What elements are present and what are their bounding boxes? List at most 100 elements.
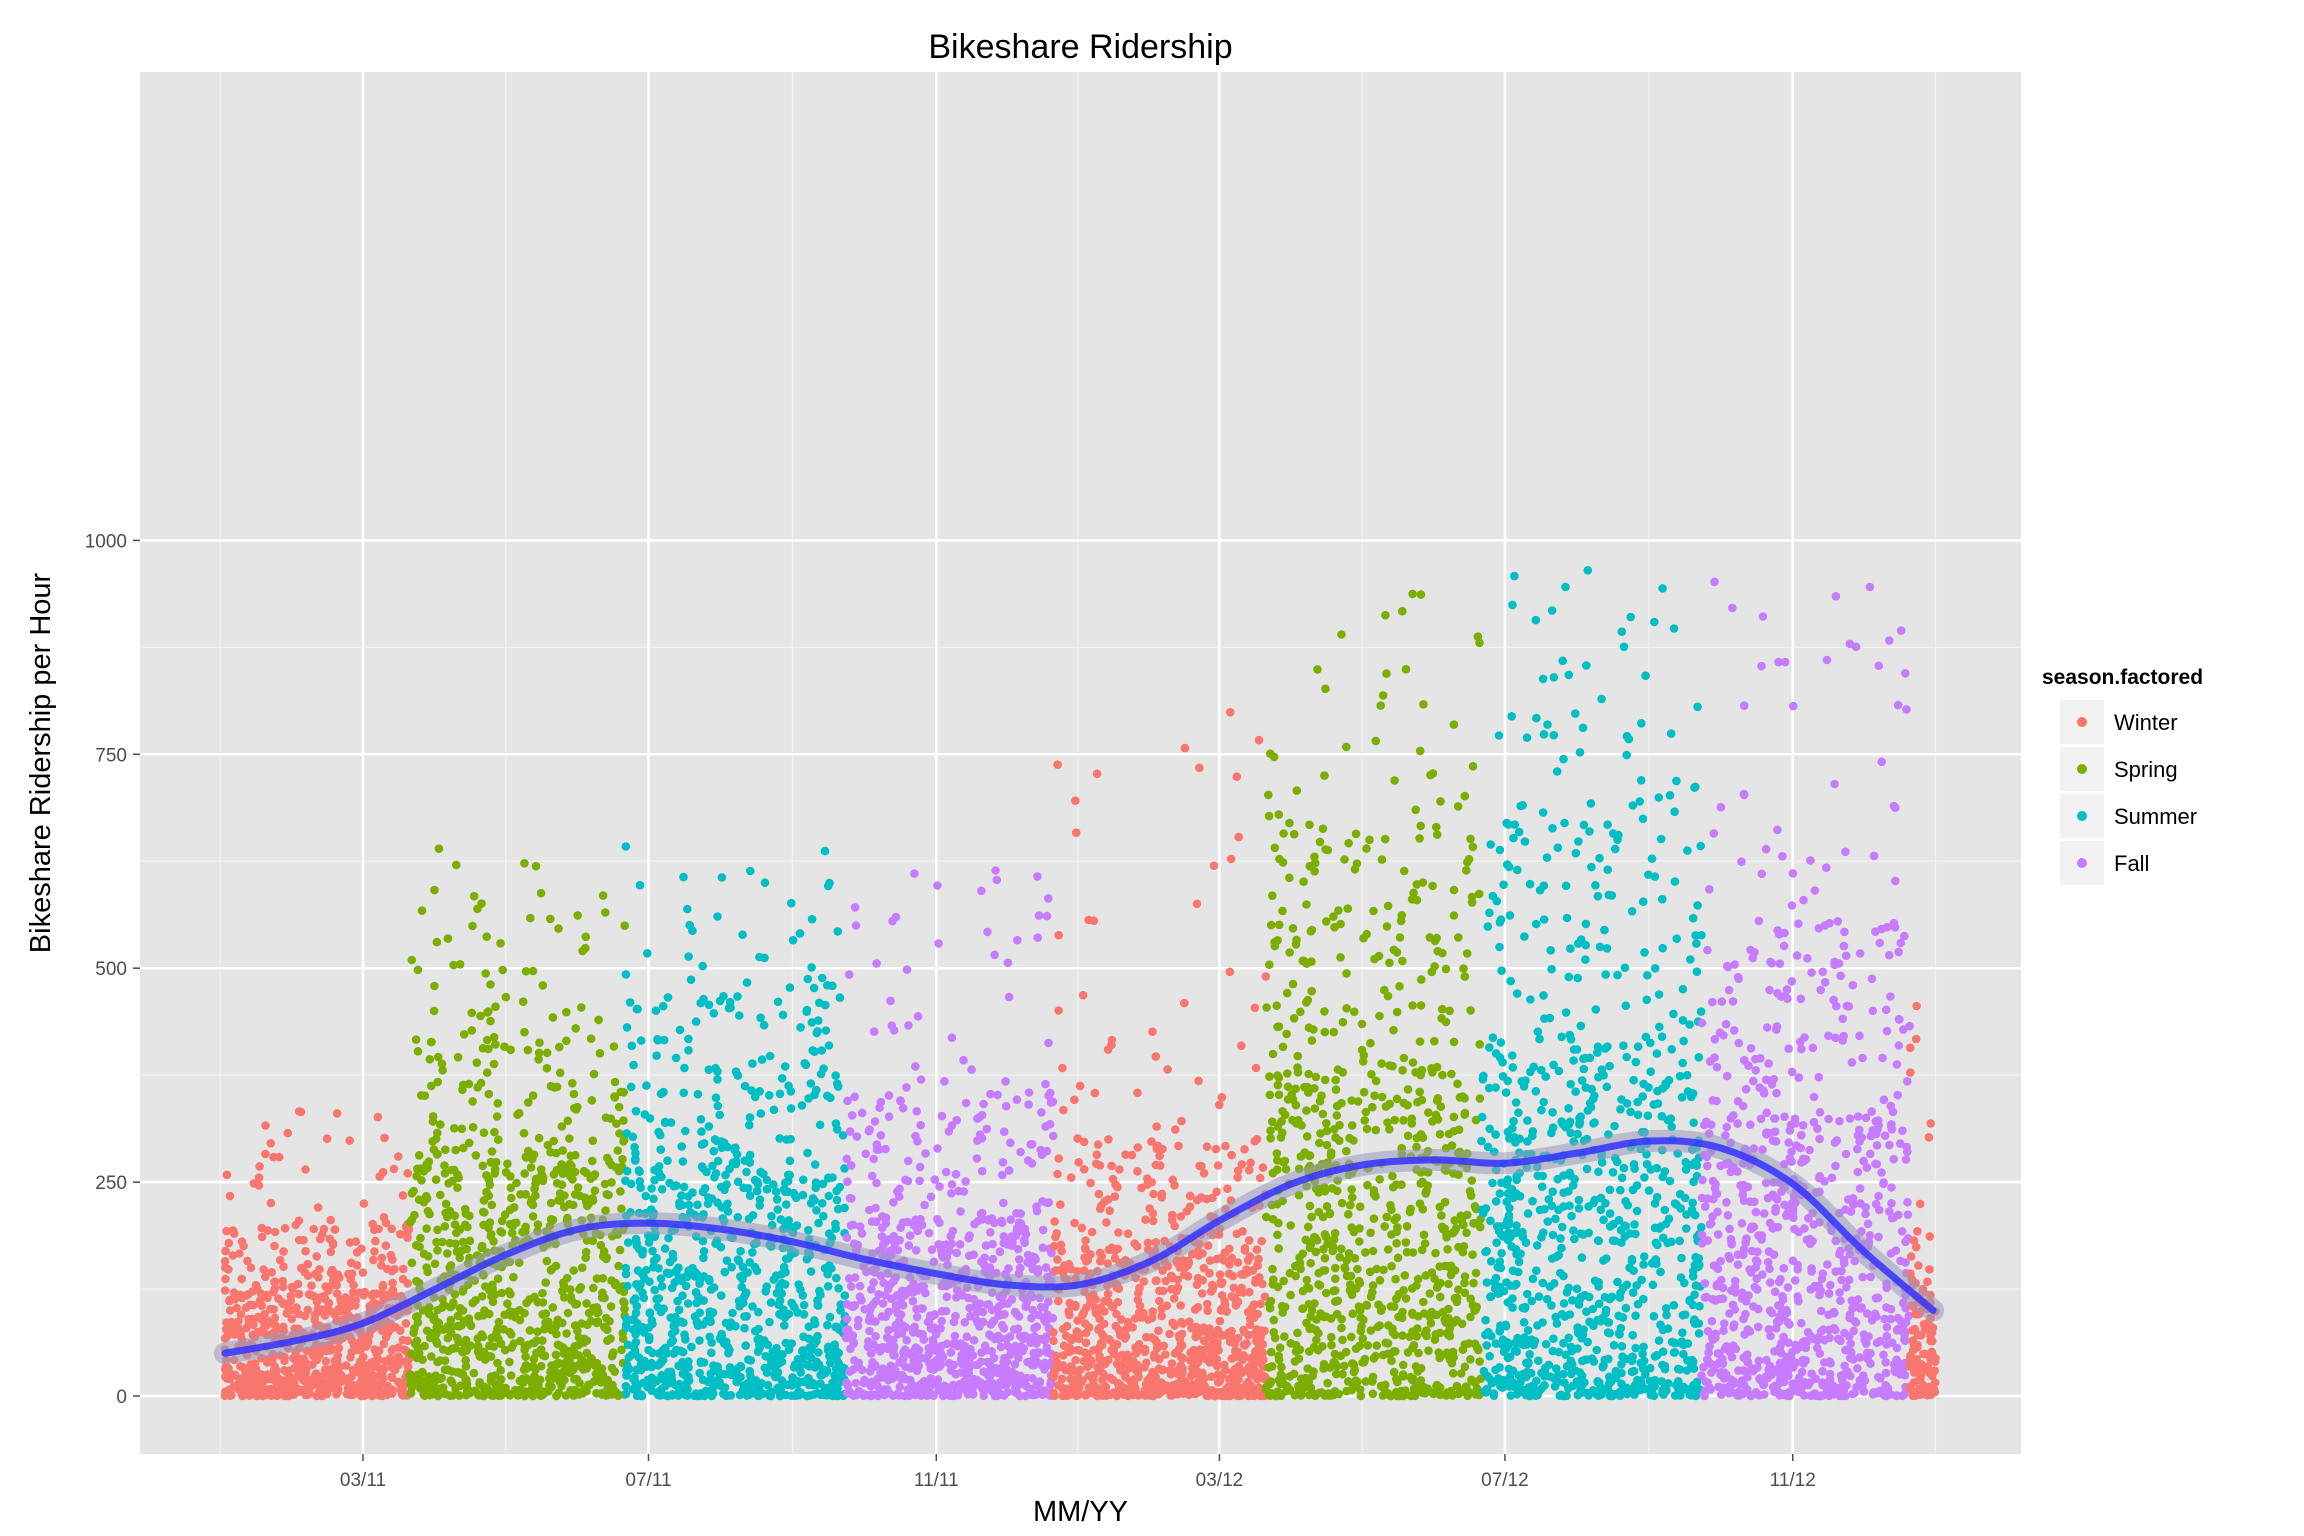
scatter-point bbox=[679, 872, 688, 882]
scatter-point bbox=[563, 1354, 573, 1363]
scatter-point bbox=[1332, 1101, 1342, 1111]
scatter-point bbox=[846, 1161, 856, 1170]
scatter-point bbox=[462, 1387, 472, 1396]
scatter-point bbox=[1225, 708, 1235, 717]
scatter-point bbox=[320, 1378, 330, 1388]
scatter-point bbox=[1077, 1223, 1087, 1233]
scatter-point bbox=[1177, 1116, 1186, 1126]
scatter-point bbox=[704, 1122, 714, 1131]
scatter-point bbox=[552, 1082, 562, 1092]
scatter-point bbox=[966, 1311, 975, 1321]
scatter-point bbox=[835, 1182, 845, 1192]
scatter-point bbox=[552, 1178, 562, 1188]
scatter-point bbox=[381, 1218, 391, 1228]
scatter-point bbox=[921, 1149, 930, 1158]
scatter-point bbox=[1134, 1340, 1144, 1349]
scatter-point bbox=[598, 1370, 608, 1380]
scatter-point bbox=[750, 1092, 760, 1102]
scatter-point bbox=[1191, 1346, 1200, 1356]
scatter-point bbox=[990, 1218, 999, 1228]
scatter-point bbox=[433, 1052, 443, 1062]
scatter-point bbox=[257, 1223, 267, 1233]
scatter-point bbox=[951, 1311, 960, 1321]
scatter-point bbox=[590, 1186, 600, 1195]
scatter-point bbox=[833, 1383, 842, 1393]
scatter-point bbox=[893, 1389, 903, 1398]
scatter-point bbox=[1192, 899, 1202, 909]
scatter-point bbox=[888, 916, 897, 926]
scatter-point bbox=[713, 912, 722, 921]
scatter-point bbox=[409, 1328, 419, 1337]
scatter-point bbox=[772, 1343, 781, 1353]
scatter-point bbox=[1329, 1027, 1339, 1037]
scatter-point bbox=[1451, 1224, 1461, 1233]
scatter-point bbox=[1242, 1265, 1251, 1274]
scatter-point bbox=[433, 1077, 443, 1087]
scatter-point bbox=[570, 1321, 580, 1330]
scatter-point bbox=[431, 1175, 441, 1184]
scatter-point bbox=[552, 1391, 561, 1401]
scatter-point bbox=[588, 1156, 597, 1166]
scatter-point bbox=[471, 1151, 481, 1160]
scatter-point bbox=[712, 1136, 721, 1146]
scatter-point bbox=[876, 1368, 885, 1378]
scatter-point bbox=[631, 1106, 641, 1116]
scatter-point bbox=[1469, 1278, 1478, 1288]
scatter-point bbox=[406, 1389, 416, 1398]
scatter-point bbox=[819, 1211, 828, 1221]
scatter-point bbox=[412, 1171, 421, 1181]
scatter-point bbox=[562, 1036, 571, 1046]
scatter-point bbox=[1318, 1212, 1328, 1222]
scatter-point bbox=[541, 1309, 551, 1318]
scatter-point bbox=[371, 1382, 381, 1392]
scatter-point bbox=[1124, 1386, 1133, 1396]
scatter-point bbox=[622, 1023, 632, 1032]
scatter-point bbox=[816, 1379, 825, 1388]
scatter-point bbox=[609, 1042, 619, 1051]
scatter-point bbox=[589, 1069, 599, 1079]
scatter-point bbox=[748, 1302, 757, 1311]
scatter-point bbox=[1197, 1289, 1207, 1298]
scatter-point bbox=[373, 1112, 383, 1122]
scatter-point bbox=[1327, 1332, 1336, 1342]
scatter-point bbox=[855, 1292, 865, 1301]
scatter-point bbox=[642, 1265, 651, 1275]
scatter-point bbox=[746, 866, 755, 876]
scatter-point bbox=[788, 935, 798, 945]
scatter-point bbox=[719, 991, 728, 1001]
scatter-point bbox=[590, 1170, 600, 1179]
scatter-point bbox=[992, 875, 1002, 885]
scatter-point bbox=[449, 960, 458, 970]
scatter-point bbox=[645, 1277, 654, 1286]
scatter-point bbox=[559, 1164, 568, 1173]
scatter-point bbox=[804, 1094, 813, 1103]
scatter-point bbox=[468, 1122, 478, 1132]
scatter-point bbox=[1395, 933, 1405, 942]
scatter-point bbox=[491, 1002, 500, 1011]
scatter-point bbox=[834, 1374, 844, 1383]
scatter-point bbox=[475, 1378, 485, 1387]
scatter-point bbox=[1204, 1389, 1214, 1398]
scatter-point bbox=[598, 1274, 608, 1283]
scatter-point bbox=[1078, 990, 1088, 1000]
scatter-point bbox=[933, 1144, 942, 1153]
scatter-point bbox=[427, 1352, 436, 1361]
scatter-point bbox=[784, 1309, 794, 1319]
scatter-point bbox=[1114, 1228, 1123, 1237]
scatter-point bbox=[942, 1292, 952, 1302]
scatter-point bbox=[1095, 1342, 1104, 1352]
scatter-point bbox=[1231, 1346, 1240, 1356]
scatter-point bbox=[551, 1148, 561, 1158]
scatter-point bbox=[1180, 1385, 1190, 1394]
scatter-point bbox=[988, 1317, 998, 1326]
scatter-point bbox=[302, 1375, 312, 1384]
scatter-point bbox=[812, 1206, 821, 1215]
scatter-point bbox=[484, 1309, 494, 1319]
scatter-point bbox=[568, 1361, 577, 1370]
scatter-point bbox=[1132, 1242, 1142, 1251]
scatter-point bbox=[884, 1112, 894, 1121]
scatter-point bbox=[653, 1034, 662, 1044]
scatter-point bbox=[1254, 735, 1264, 745]
scatter-point bbox=[548, 1013, 558, 1022]
scatter-point bbox=[1315, 1138, 1324, 1148]
